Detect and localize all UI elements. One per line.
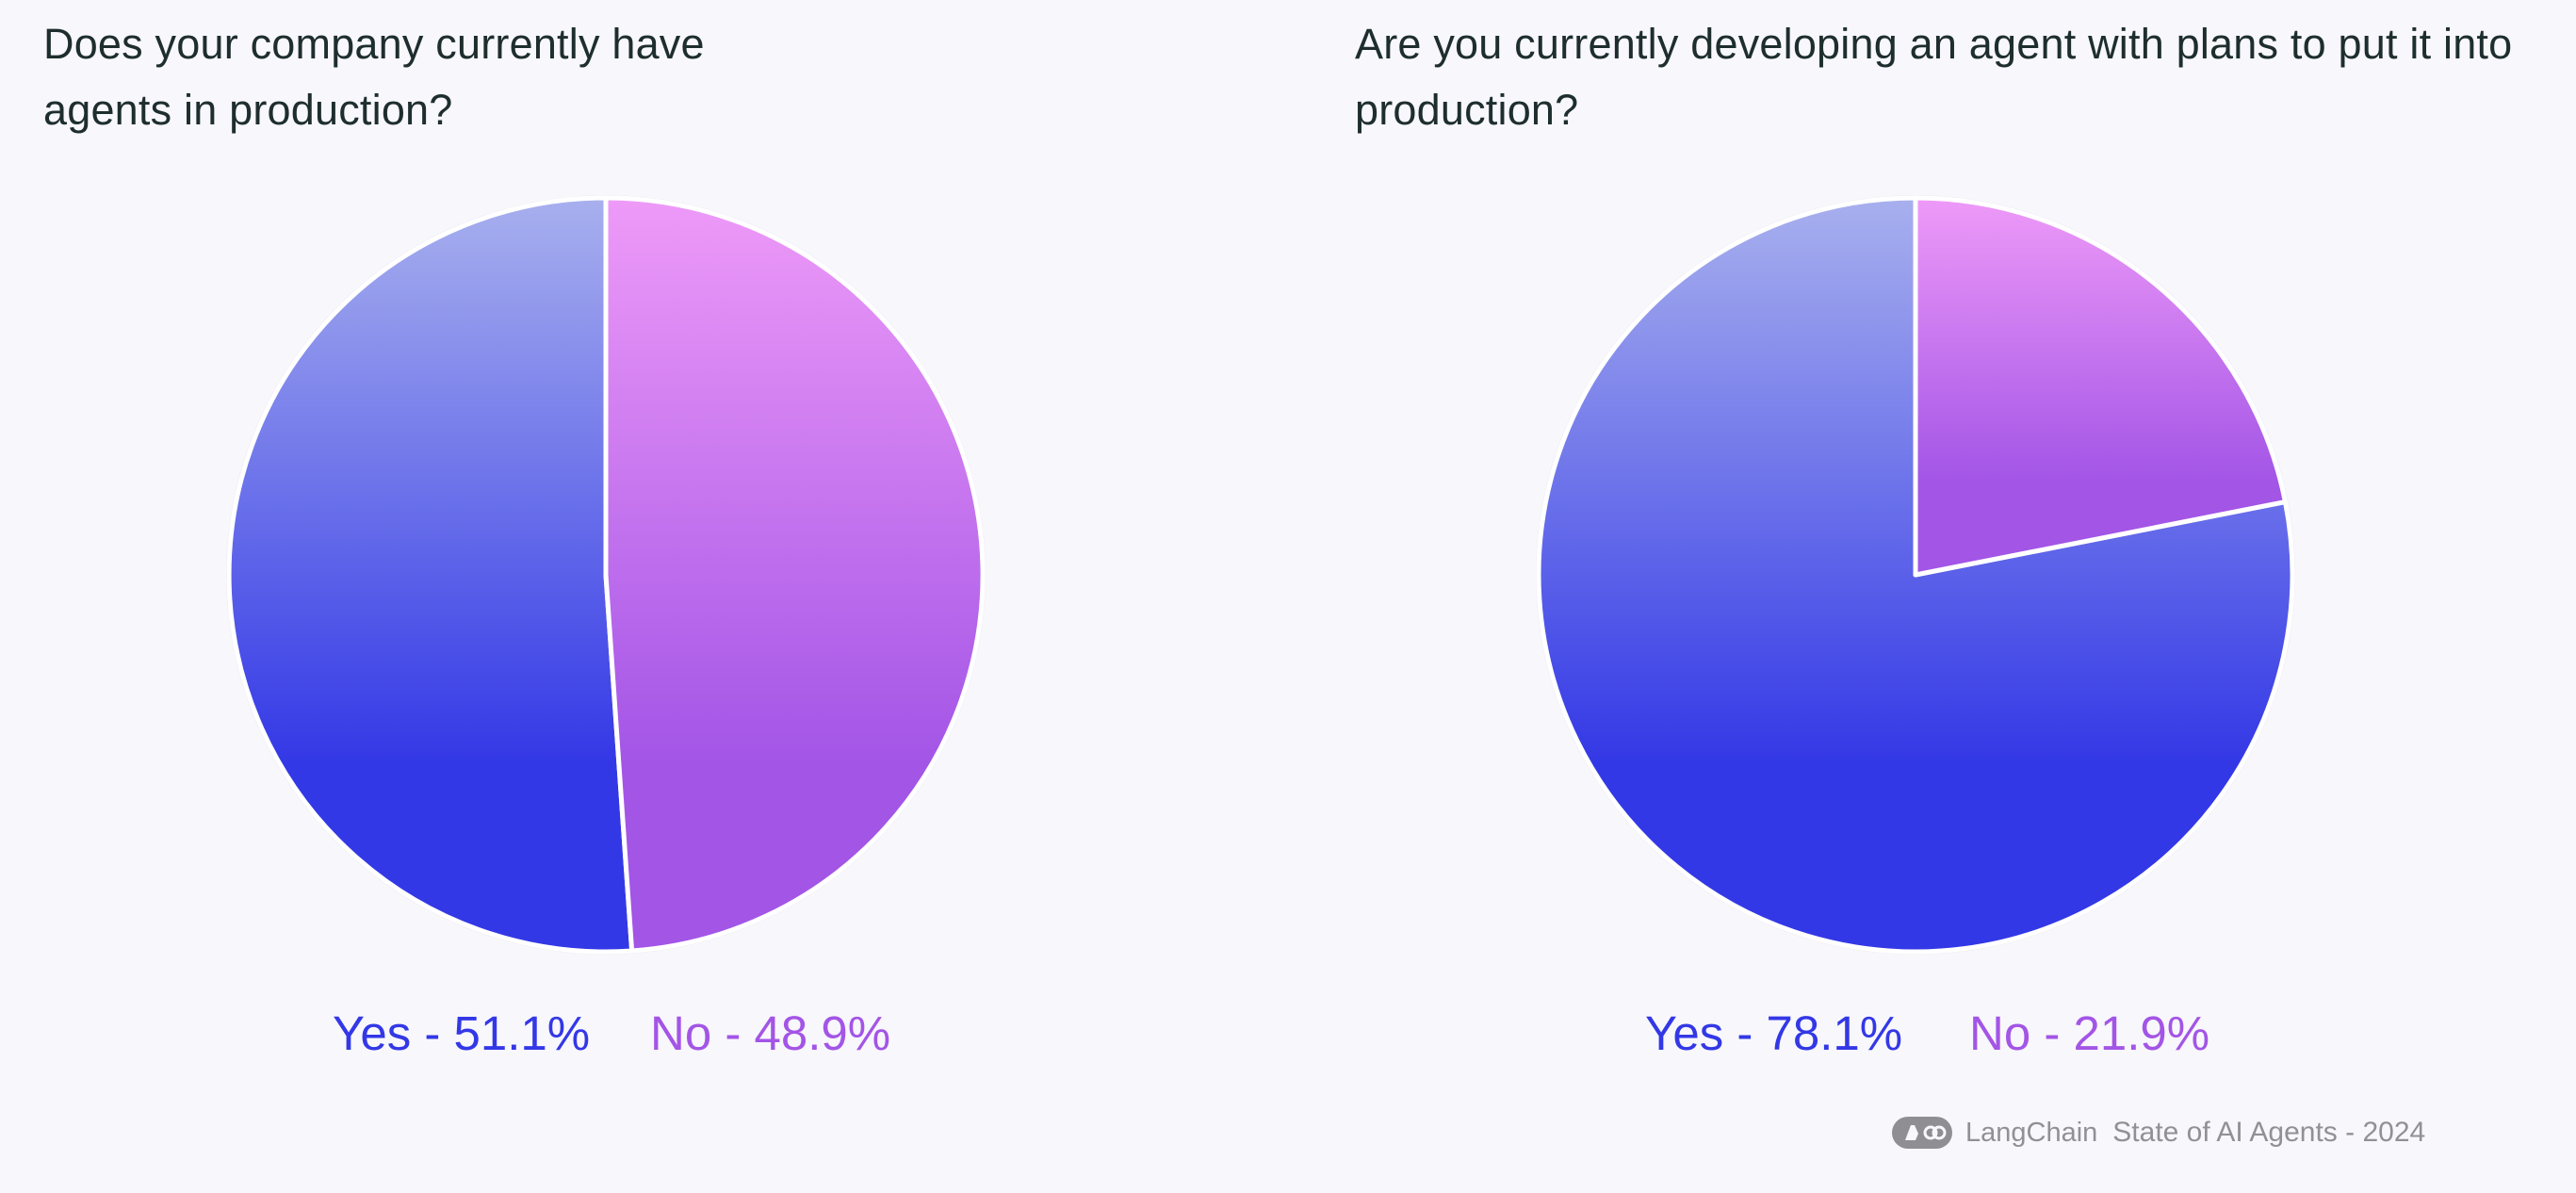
chart-title: Are you currently developing an agent wi…	[1355, 20, 2513, 134]
chart-title: Does your company currently have agents …	[43, 20, 705, 134]
langchain-logo-icon	[1892, 1117, 1952, 1149]
chart-legend: Yes - 51.1% No - 48.9%	[0, 1001, 1310, 1067]
legend-label-no: No - 48.9%	[650, 1006, 891, 1060]
pie-slice-no	[1913, 195, 2288, 578]
legend-label-yes: Yes - 51.1%	[333, 1006, 591, 1060]
pie-slice-no	[603, 195, 986, 954]
report-footer: LangChain State of AI Agents - 2024	[1892, 1114, 2425, 1152]
chart-legend: Yes - 78.1% No - 21.9%	[1310, 1001, 2576, 1067]
chart-panel-developing-agent: Are you currently developing an agent wi…	[1310, 0, 2576, 1193]
pie-chart-agents-in-production	[226, 195, 986, 955]
pie-chart-developing-agent	[1536, 195, 2295, 955]
legend-label-yes: Yes - 78.1%	[1645, 1006, 1903, 1060]
legend-label-no: No - 21.9%	[1969, 1006, 2210, 1060]
pie-slice-yes	[226, 195, 635, 955]
chart-panel-agents-in-production: Does your company currently have agents …	[0, 20, 1310, 1067]
brand-name: LangChain	[1965, 1117, 2098, 1148]
report-title: State of AI Agents - 2024	[2112, 1117, 2426, 1148]
